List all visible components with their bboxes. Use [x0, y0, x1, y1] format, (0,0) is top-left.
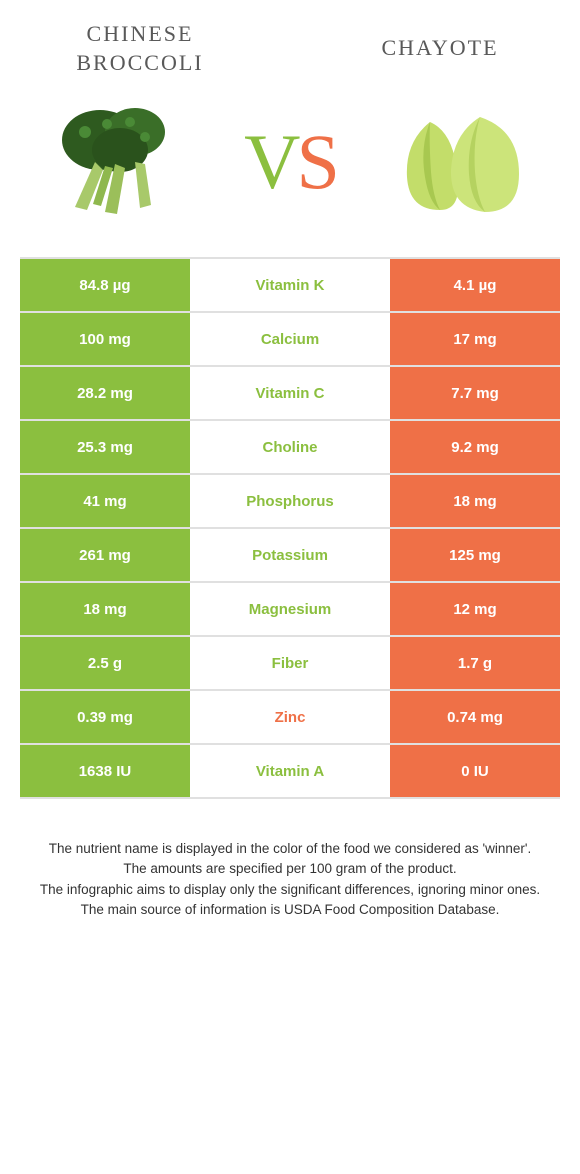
nutrient-table: 84.8 µgVitamin K4.1 µg100 mgCalcium17 mg…	[20, 257, 560, 799]
right-value: 18 mg	[390, 475, 560, 527]
table-row: 261 mgPotassium125 mg	[20, 529, 560, 583]
nutrient-name: Zinc	[190, 691, 390, 743]
right-value: 7.7 mg	[390, 367, 560, 419]
right-value: 0.74 mg	[390, 691, 560, 743]
right-value: 0 IU	[390, 745, 560, 797]
broccoli-icon	[40, 97, 200, 227]
right-value: 125 mg	[390, 529, 560, 581]
footer-line-2: The amounts are specified per 100 gram o…	[30, 859, 550, 879]
chayote-icon	[380, 97, 540, 227]
nutrient-name: Magnesium	[190, 583, 390, 635]
right-food-title: Chayote	[340, 20, 540, 77]
left-value: 2.5 g	[20, 637, 190, 689]
nutrient-name: Potassium	[190, 529, 390, 581]
left-value: 18 mg	[20, 583, 190, 635]
right-value: 4.1 µg	[390, 259, 560, 311]
table-row: 0.39 mgZinc0.74 mg	[20, 691, 560, 745]
right-value: 1.7 g	[390, 637, 560, 689]
vs-v: V	[244, 118, 296, 205]
table-row: 28.2 mgVitamin C7.7 mg	[20, 367, 560, 421]
table-row: 41 mgPhosphorus18 mg	[20, 475, 560, 529]
nutrient-name: Fiber	[190, 637, 390, 689]
table-row: 84.8 µgVitamin K4.1 µg	[20, 259, 560, 313]
left-value: 100 mg	[20, 313, 190, 365]
left-value: 28.2 mg	[20, 367, 190, 419]
left-title-line2: broccoli	[76, 50, 203, 75]
header: Chinese broccoli Chayote	[0, 0, 580, 87]
right-value: 17 mg	[390, 313, 560, 365]
footer-line-1: The nutrient name is displayed in the co…	[30, 839, 550, 859]
left-value: 1638 IU	[20, 745, 190, 797]
left-value: 0.39 mg	[20, 691, 190, 743]
right-value: 12 mg	[390, 583, 560, 635]
right-value: 9.2 mg	[390, 421, 560, 473]
nutrient-name: Vitamin K	[190, 259, 390, 311]
footer-line-4: The main source of information is USDA F…	[30, 900, 550, 920]
left-title-line1: Chinese	[87, 21, 194, 46]
table-row: 1638 IUVitamin A0 IU	[20, 745, 560, 799]
left-food-title: Chinese broccoli	[40, 20, 240, 77]
hero-row: VS	[0, 87, 580, 257]
nutrient-name: Vitamin A	[190, 745, 390, 797]
table-row: 25.3 mgCholine9.2 mg	[20, 421, 560, 475]
table-row: 2.5 gFiber1.7 g	[20, 637, 560, 691]
left-value: 261 mg	[20, 529, 190, 581]
nutrient-name: Vitamin C	[190, 367, 390, 419]
vs-label: VS	[244, 117, 336, 207]
footer-line-3: The infographic aims to display only the…	[30, 880, 550, 900]
table-row: 100 mgCalcium17 mg	[20, 313, 560, 367]
nutrient-name: Calcium	[190, 313, 390, 365]
left-value: 84.8 µg	[20, 259, 190, 311]
nutrient-name: Choline	[190, 421, 390, 473]
left-value: 25.3 mg	[20, 421, 190, 473]
footer-notes: The nutrient name is displayed in the co…	[0, 799, 580, 920]
table-row: 18 mgMagnesium12 mg	[20, 583, 560, 637]
vs-s: S	[296, 118, 335, 205]
nutrient-name: Phosphorus	[190, 475, 390, 527]
left-value: 41 mg	[20, 475, 190, 527]
